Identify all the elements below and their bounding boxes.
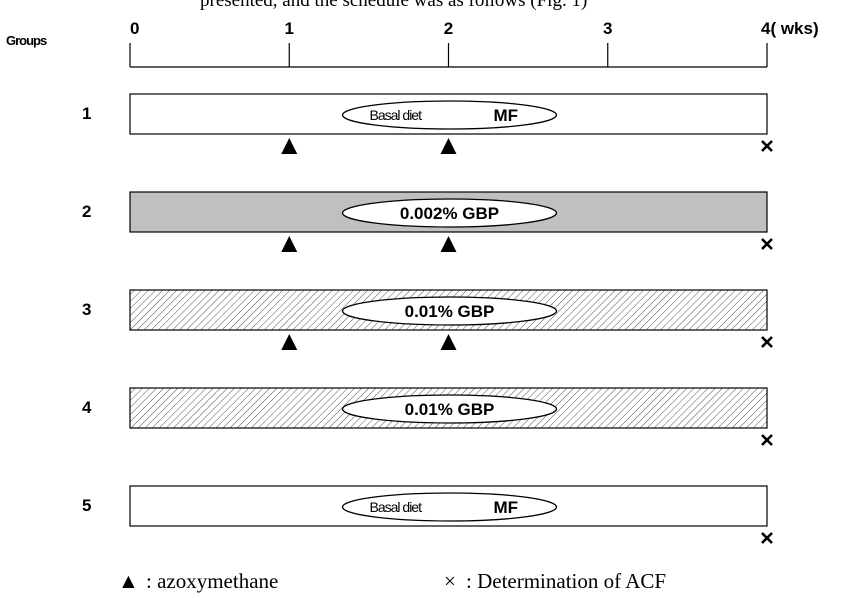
group-label: 5	[82, 496, 91, 515]
diet-label: 0.002% GBP	[400, 204, 499, 223]
legend-triangle-icon: ▲	[118, 569, 139, 593]
groups-layer: 1 Basal diet MF 2 0.002% GBP 3 0.01% GBP 4 0.01%…	[82, 93, 773, 544]
diet-ellipse	[341, 492, 558, 522]
diet-ellipse	[341, 296, 558, 326]
group-row-2: 2 0.002% GBP	[82, 191, 773, 252]
diet-label: 0.01% GBP	[405, 400, 495, 419]
diet-extra-label: MF	[494, 106, 519, 125]
diet-ellipse	[341, 100, 558, 130]
legend-acf-label: : Determination of ACF	[466, 569, 666, 593]
azoxymethane-triangle-icon	[281, 138, 298, 154]
axis-tick-label: 3	[603, 19, 612, 38]
azoxymethane-triangle-icon	[440, 138, 457, 154]
axis-tick-label: 0	[130, 19, 139, 38]
group-row-3: 3 0.01% GBP	[82, 289, 773, 350]
axis-tick-label: 2	[444, 19, 453, 38]
acf-cross-icon	[761, 532, 773, 544]
group-label: 1	[82, 104, 91, 123]
groups-header: Groups	[6, 33, 47, 48]
acf-cross-icon	[761, 140, 773, 152]
diet-ellipse	[341, 198, 558, 228]
group-row-4: 4 0.01% GBP	[82, 387, 773, 446]
group-label: 4	[82, 398, 92, 417]
axis-tick-label: 1	[285, 19, 294, 38]
azoxymethane-triangle-icon	[440, 236, 457, 252]
legend-azoxymethane-label: : azoxymethane	[146, 569, 278, 593]
legend: ▲ : azoxymethane × : Determination of AC…	[118, 569, 666, 593]
group-row-5: 5 Basal diet MF	[82, 485, 773, 544]
group-row-1: 1 Basal diet MF	[82, 93, 773, 154]
group-label: 3	[82, 300, 91, 319]
diet-label: Basal diet	[370, 107, 423, 123]
azoxymethane-triangle-icon	[440, 334, 457, 350]
group-label: 2	[82, 202, 91, 221]
acf-cross-icon	[761, 434, 773, 446]
azoxymethane-triangle-icon	[281, 236, 298, 252]
diet-label: 0.01% GBP	[405, 302, 495, 321]
diet-label: Basal diet	[370, 499, 423, 515]
diet-ellipse	[341, 394, 558, 424]
timeline-axis: 0 1 2 3 4( wks)	[129, 19, 819, 68]
top-caption: presented, and the schedule was as follo…	[200, 0, 587, 11]
acf-cross-icon	[761, 336, 773, 348]
legend-cross-icon: ×	[444, 569, 456, 593]
diet-extra-label: MF	[494, 498, 519, 517]
acf-cross-icon	[761, 238, 773, 250]
axis-end-label: 4( wks)	[761, 19, 819, 38]
azoxymethane-triangle-icon	[281, 334, 298, 350]
